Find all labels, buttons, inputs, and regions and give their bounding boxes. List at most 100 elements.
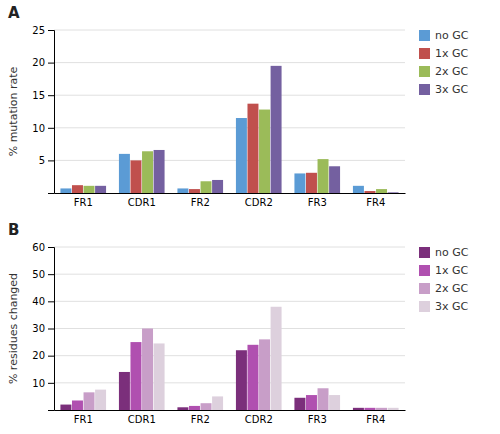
bar — [259, 339, 270, 410]
x-tick-label: FR1 — [74, 414, 93, 425]
legend-label: no GC — [435, 29, 469, 42]
y-tick: 50 — [32, 269, 54, 280]
x-axis: FR1CDR1FR2CDR2FR3FR4 — [55, 194, 406, 209]
legend-label: 3x GC — [435, 83, 469, 96]
legend-item: 2x GC — [419, 282, 469, 295]
bar — [72, 400, 83, 410]
x-tick: CDR1 — [128, 197, 156, 208]
bar — [247, 104, 258, 193]
y-tick: 60 — [32, 242, 54, 253]
y-tick-mark — [48, 329, 54, 330]
bar — [329, 166, 340, 193]
y-axis: 510152025 — [32, 25, 54, 194]
y-tick: 40 — [32, 296, 54, 307]
bar — [177, 188, 188, 193]
bars — [60, 66, 398, 193]
y-tick-label: 20 — [32, 57, 45, 68]
bar — [259, 110, 270, 193]
y-tick-label: 25 — [32, 25, 45, 36]
bar — [119, 372, 130, 410]
x-tick: CDR1 — [128, 414, 156, 425]
bar — [154, 150, 165, 193]
bar — [119, 154, 130, 193]
y-tick-label: 30 — [32, 323, 45, 334]
grid-line — [54, 127, 405, 128]
bar — [294, 173, 305, 193]
bar — [306, 173, 317, 193]
grid-line — [54, 382, 405, 383]
legend-label: 2x GC — [435, 282, 469, 295]
y-tick: 20 — [32, 57, 54, 68]
bar — [271, 307, 282, 410]
bar-series — [84, 329, 387, 411]
y-tick-label: 10 — [32, 378, 45, 389]
legend-item: 1x GC — [419, 47, 469, 60]
y-tick: 10 — [32, 378, 54, 389]
bar — [306, 395, 317, 410]
grid-line — [54, 247, 405, 248]
x-tick-label: FR1 — [74, 197, 93, 208]
bar — [154, 343, 165, 410]
x-tick-label: FR2 — [191, 197, 210, 208]
grid-line — [54, 328, 405, 329]
x-tick: FR1 — [74, 414, 93, 425]
bar — [189, 406, 200, 410]
bar — [318, 388, 329, 410]
bar — [84, 186, 95, 193]
grid-line — [54, 95, 405, 96]
bar — [142, 329, 153, 411]
grid — [54, 247, 405, 383]
legend-swatch — [419, 283, 430, 294]
bar — [212, 396, 223, 410]
x-axis-line — [55, 410, 406, 411]
legend-item: no GC — [419, 246, 469, 259]
legend-label: 2x GC — [435, 65, 469, 78]
x-tick: FR3 — [308, 414, 327, 425]
bar — [353, 186, 364, 193]
legend-swatch — [419, 66, 430, 77]
x-tick-label: CDR1 — [128, 414, 156, 425]
bar-series — [60, 118, 363, 193]
y-tick: 15 — [32, 90, 54, 101]
x-tick-label: CDR1 — [128, 197, 156, 208]
bar — [236, 118, 247, 193]
legend-item: 2x GC — [419, 65, 469, 78]
bar — [201, 181, 212, 193]
x-tick: FR2 — [191, 414, 210, 425]
y-tick: 20 — [32, 350, 54, 361]
bar — [353, 408, 364, 410]
y-axis-line — [48, 248, 55, 411]
grid-line — [54, 160, 405, 161]
y-tick-mark — [48, 95, 54, 96]
bar — [247, 345, 258, 410]
bar-series — [95, 307, 398, 410]
x-tick-label: FR2 — [191, 414, 210, 425]
grid-line — [54, 301, 405, 302]
x-tick: FR1 — [74, 197, 93, 208]
plot-area: 510152025FR1CDR1FR2CDR2FR3FR4 — [32, 25, 405, 208]
legend-label: 3x GC — [435, 300, 469, 313]
x-tick: FR4 — [366, 197, 385, 208]
y-tick-label: 50 — [32, 269, 45, 280]
grid-line — [54, 30, 405, 31]
bar — [84, 392, 95, 410]
x-tick-label: CDR2 — [245, 414, 273, 425]
legend-swatch — [419, 48, 430, 59]
x-tick-label: FR3 — [308, 197, 327, 208]
bar-series — [72, 342, 375, 410]
y-axis-line — [48, 31, 55, 194]
bar — [376, 189, 387, 193]
panel-title: A — [8, 4, 20, 22]
bar — [294, 398, 305, 410]
legend-label: 1x GC — [435, 264, 469, 277]
legend-swatch — [419, 84, 430, 95]
bars — [60, 307, 398, 410]
y-tick-mark — [48, 274, 54, 275]
bar — [236, 350, 247, 410]
bar — [212, 180, 223, 193]
y-tick-label: 5 — [39, 155, 45, 166]
x-axis: FR1CDR1FR2CDR2FR3FR4 — [55, 411, 406, 426]
legend-swatch — [419, 265, 430, 276]
bar-series — [84, 110, 387, 193]
y-tick-mark — [48, 160, 54, 161]
